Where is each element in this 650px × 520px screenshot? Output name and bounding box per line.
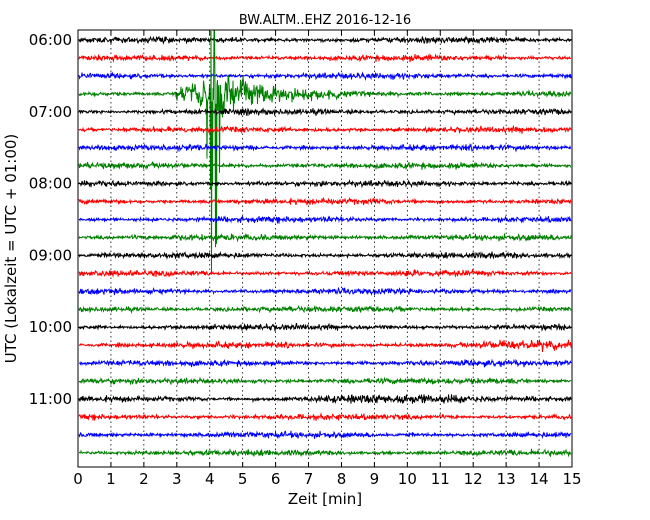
seismic-trace-13: [78, 268, 572, 278]
x-tick-label: 9: [370, 470, 380, 488]
seismic-trace-3: [78, 30, 572, 274]
seismic-trace-1: [78, 53, 572, 63]
y-tick-label: 10:00: [29, 318, 72, 336]
seismic-trace-22: [78, 430, 572, 440]
y-tick-label: 07:00: [29, 103, 72, 121]
y-tick-label: 06:00: [29, 31, 72, 49]
x-tick-label: 12: [464, 470, 483, 488]
seismic-trace-10: [78, 215, 572, 224]
seismic-trace-2: [78, 71, 572, 82]
y-tick-label: 11:00: [29, 390, 72, 408]
x-tick-label: 10: [398, 470, 417, 488]
x-tick-label: 2: [139, 470, 149, 488]
seismic-trace-12: [78, 251, 572, 260]
trace-group: [78, 30, 572, 458]
seismic-trace-18: [78, 358, 572, 368]
x-tick-label: 4: [205, 470, 215, 488]
x-tick-label: 15: [562, 470, 581, 488]
x-axis-label: Zeit [min]: [288, 490, 362, 508]
seismic-trace-9: [78, 196, 572, 206]
y-axis: 06:00 07:00 08:00 09:00 10:00 11:00: [29, 31, 572, 408]
seismic-trace-17: [78, 339, 572, 352]
x-tick-label: 0: [73, 470, 83, 488]
seismic-trace-20: [78, 393, 572, 404]
y-tick-label: 08:00: [29, 175, 72, 193]
x-tick-label: 8: [337, 470, 347, 488]
y-tick-label: 09:00: [29, 246, 72, 264]
x-tick-label: 7: [304, 470, 314, 488]
seismic-trace-6: [78, 142, 572, 153]
chart-title: BW.ALTM..EHZ 2016-12-16: [239, 13, 411, 28]
x-tick-label: 11: [431, 470, 450, 488]
x-tick-label: 14: [530, 470, 549, 488]
x-tick-label: 3: [172, 470, 182, 488]
x-axis: 0 1 2 3 4 5 6 7 8 9 10 11 12 13 14 15: [73, 30, 582, 488]
seismic-trace-16: [78, 322, 572, 332]
plot-frame: [77, 29, 573, 468]
seismic-trace-4: [78, 107, 572, 117]
seismic-trace-19: [78, 376, 572, 386]
seismic-trace-15: [78, 304, 572, 315]
seismic-trace-23: [78, 447, 572, 458]
vertical-grid: [110, 30, 540, 467]
seismic-trace-0: [79, 35, 572, 45]
seismic-trace-11: [78, 233, 572, 243]
seismic-trace-21: [78, 412, 572, 422]
x-tick-label: 1: [106, 470, 116, 488]
x-tick-label: 6: [271, 470, 281, 488]
seismic-trace-14: [78, 286, 572, 296]
y-axis-label: UTC (Lokalzeit = UTC + 01:00): [2, 134, 20, 364]
x-tick-label: 13: [497, 470, 516, 488]
seismic-trace-5: [78, 124, 572, 135]
x-tick-label: 5: [238, 470, 248, 488]
seismic-trace-7: [78, 160, 572, 171]
seismic-trace-8: [78, 179, 572, 189]
